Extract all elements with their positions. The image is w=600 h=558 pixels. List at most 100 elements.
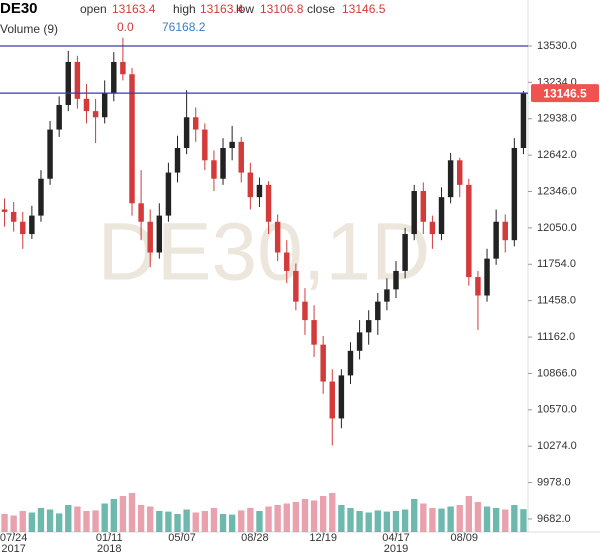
volume-bar <box>192 512 199 532</box>
candle-body <box>47 129 53 179</box>
candle-body <box>256 184 263 198</box>
candle-body <box>83 98 90 112</box>
candle-body <box>56 104 62 130</box>
candle-body <box>420 191 427 222</box>
volume-value: 0.0 <box>117 20 134 34</box>
candle-body <box>20 221 26 235</box>
volume-bar <box>92 510 99 532</box>
candle-body <box>120 61 126 75</box>
candle-body <box>384 289 390 302</box>
volume-bar <box>374 510 381 532</box>
volume-bar <box>511 505 518 532</box>
low-label: low <box>236 2 254 16</box>
candle-body <box>165 172 172 216</box>
watermark: DE30,1D <box>98 207 431 298</box>
candle-body <box>38 178 44 216</box>
candle-body <box>29 215 35 235</box>
volume-bar <box>383 511 391 532</box>
y-tick-label: 13530.0 <box>537 40 577 52</box>
volume-bar <box>447 506 454 532</box>
x-tick-label: 12/19 <box>309 532 337 544</box>
candle-body <box>65 61 72 105</box>
candle-body <box>202 129 208 161</box>
volume-bar <box>465 496 473 532</box>
candle-body <box>402 234 408 271</box>
volume-bar <box>65 505 72 532</box>
volume-bar <box>310 500 318 532</box>
candle-body <box>329 381 336 419</box>
volume-bar <box>356 511 363 532</box>
candle-body <box>111 61 117 93</box>
candle-body <box>302 301 308 321</box>
volume-bar <box>101 503 108 532</box>
candle-body <box>1 209 8 212</box>
candle-body <box>220 147 226 179</box>
high-value: 13163.4 <box>200 2 244 16</box>
candle-body <box>265 184 272 222</box>
y-tick-label: 12938.0 <box>537 113 577 125</box>
volume-bar <box>274 505 281 532</box>
candle-body <box>365 320 372 333</box>
candle-body <box>447 160 454 198</box>
volume-bar <box>438 508 445 532</box>
candle-body <box>10 211 17 222</box>
volume-bar <box>1 514 8 532</box>
volume-bar <box>165 511 172 532</box>
y-tick-label: 11162.0 <box>537 331 575 343</box>
y-tick-label: 11754.0 <box>537 258 576 270</box>
candle-body <box>484 258 490 296</box>
volume-bar <box>365 512 372 532</box>
candle-body <box>274 221 281 253</box>
volume-bar <box>219 514 227 532</box>
volume-bar <box>74 506 81 532</box>
y-tick-label: 12346.0 <box>537 185 577 197</box>
candle-body <box>347 350 354 376</box>
candle-body <box>192 117 199 130</box>
candle-body <box>211 160 217 179</box>
y-tick-label: 12642.0 <box>537 149 577 161</box>
y-tick-label: 10570.0 <box>537 404 577 416</box>
candle-body <box>493 221 499 259</box>
candle-body <box>356 332 363 351</box>
candle-body <box>247 172 254 198</box>
volume-bar <box>502 509 509 532</box>
volume-bar <box>301 499 309 532</box>
y-tick-label: 12050.0 <box>537 222 577 234</box>
volume-bar <box>492 508 500 532</box>
volume-bar <box>201 511 209 532</box>
volume-bar <box>429 508 436 532</box>
candle-body <box>320 344 326 382</box>
candle-body <box>174 147 181 173</box>
candle-body <box>147 221 153 253</box>
y-tick-label: 11458.0 <box>537 295 576 307</box>
candle-body <box>138 203 144 222</box>
volume-bar <box>210 508 218 532</box>
volume-bar <box>347 508 354 532</box>
symbol: DE30 <box>0 0 38 17</box>
candle-body <box>411 191 417 235</box>
volume-bar <box>292 502 300 532</box>
candle-body <box>92 111 99 118</box>
volume-bar <box>247 508 254 532</box>
close-label: close <box>307 2 335 16</box>
volume-bar <box>338 505 345 532</box>
candle-body <box>338 375 345 419</box>
volume-bar <box>55 513 63 532</box>
candle-body <box>74 61 81 99</box>
candle-body <box>520 93 527 148</box>
candle-body <box>429 221 436 235</box>
x-tick-label: 05/07 <box>168 532 196 544</box>
candle-body <box>466 184 472 278</box>
candle-body <box>375 301 381 321</box>
volume-bar <box>238 510 245 532</box>
y-tick-label: 10274.0 <box>537 440 577 452</box>
candle-body <box>293 270 299 302</box>
volume-bar <box>137 505 145 532</box>
volume-bar <box>392 511 400 532</box>
volume-bar <box>483 506 491 532</box>
volume-bar <box>456 505 463 532</box>
open-label: open <box>80 2 107 16</box>
x-tick-label: 08/09 <box>451 532 479 544</box>
